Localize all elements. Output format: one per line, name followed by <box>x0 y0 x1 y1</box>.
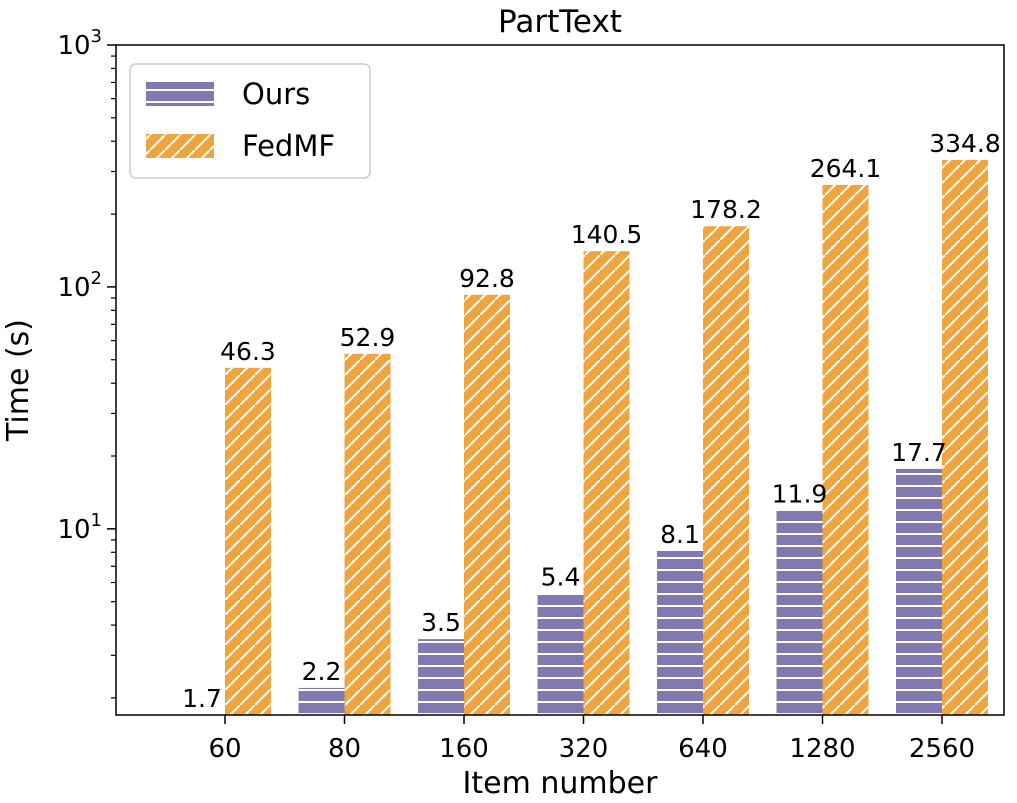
bar-hatch-fedmf-80 <box>344 353 391 715</box>
bar-hatch-ours-80 <box>298 687 345 715</box>
x-tick-label-2560: 2560 <box>909 734 975 764</box>
bars-layer <box>225 159 988 716</box>
bar-hatch-ours-2560 <box>896 468 942 715</box>
bar-hatch-fedmf-320 <box>583 251 630 715</box>
data-label-ours-160: 3.5 <box>421 608 461 637</box>
legend-swatch-fedmf-hatch <box>146 134 214 158</box>
y-axis-ticks: 101 102 103 <box>57 26 116 699</box>
data-label-ours-60: 1.7 <box>182 684 222 713</box>
y-tick-label: 101 <box>57 510 102 545</box>
legend-label-fedmf: FedMF <box>242 129 335 163</box>
bar-hatch-ours-160 <box>418 639 464 715</box>
bar-hatch-ours-640 <box>657 550 703 715</box>
x-axis-ticks: 60 80 160 320 640 1280 2560 <box>208 715 975 764</box>
bar-hatch-fedmf-160 <box>464 294 510 715</box>
data-label-fedmf-640: 178.2 <box>690 195 762 224</box>
legend: Ours FedMF <box>129 63 371 179</box>
x-tick-label-60: 60 <box>208 734 241 764</box>
x-tick-label-320: 320 <box>559 734 609 764</box>
data-label-fedmf-80: 52.9 <box>340 323 396 352</box>
bar-hatch-ours-320 <box>537 593 584 715</box>
y-tick-label: 102 <box>57 268 102 303</box>
data-label-fedmf-160: 92.8 <box>459 264 515 293</box>
bar-hatch-fedmf-640 <box>703 226 749 715</box>
legend-label-ours: Ours <box>242 77 310 111</box>
bar-hatch-fedmf-2560 <box>942 159 988 715</box>
x-tick-label-640: 640 <box>678 734 728 764</box>
data-label-ours-1280: 11.9 <box>772 480 828 509</box>
data-label-ours-640: 8.1 <box>660 520 700 549</box>
bar-hatch-fedmf-1280 <box>822 184 869 716</box>
data-label-fedmf-60: 46.3 <box>220 337 276 366</box>
data-label-fedmf-320: 140.5 <box>571 220 643 249</box>
data-labels-layer: 1.7 2.2 3.5 5.4 8.1 11.9 17.7 46.3 52.9 92.8 140.5… <box>182 129 1001 713</box>
bar-hatch-ours-1280 <box>776 510 823 715</box>
data-label-fedmf-2560: 334.8 <box>929 129 1001 158</box>
x-axis-label: Item number <box>463 766 659 801</box>
data-label-ours-2560: 17.7 <box>891 438 947 467</box>
bar-hatch-fedmf-60 <box>225 367 271 715</box>
x-tick-label-80: 80 <box>328 734 361 764</box>
plot-frame <box>115 44 1005 716</box>
legend-swatch-ours-hatch <box>146 82 214 106</box>
y-tick-label: 103 <box>57 26 102 61</box>
x-tick-label-1280: 1280 <box>789 734 855 764</box>
x-tick-label-160: 160 <box>439 734 489 764</box>
data-label-ours-320: 5.4 <box>541 563 581 592</box>
data-label-ours-80: 2.2 <box>302 657 342 686</box>
y-axis-label: Time (s) <box>1 319 36 442</box>
chart-title: PartText <box>498 4 622 40</box>
data-label-fedmf-1280: 264.1 <box>810 154 882 183</box>
